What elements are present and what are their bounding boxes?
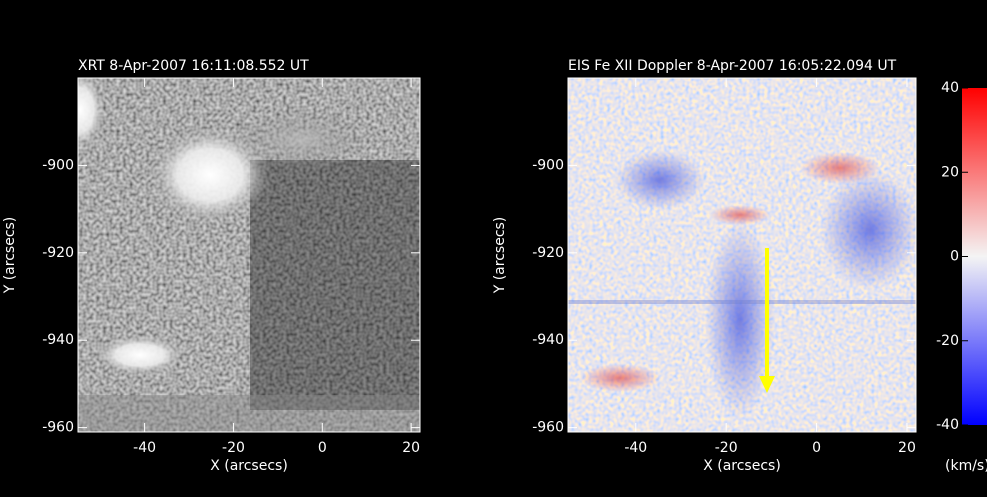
x-tick-label: 20 [898,440,916,456]
x-tick-label: 0 [318,440,327,456]
x-tick-label: 20 [402,440,420,456]
y-tick-label: -940 [532,332,564,348]
colorbar-tick-label: 0 [950,249,959,265]
y-tick-label: -960 [42,420,74,436]
y-tick-label: -960 [532,420,564,436]
arrow [759,248,775,393]
y-axis-label: Y (arcsecs) [2,217,18,295]
chart-title: XRT 8-Apr-2007 16:11:08.552 UT [78,58,309,74]
x-tick-label: -20 [715,440,738,456]
colorbar-tick-label: -20 [936,333,959,349]
colorbar-label: (km/s) [945,458,987,474]
x-tick-label: -40 [133,440,156,456]
x-tick-label: -40 [624,440,647,456]
y-axis-label: Y (arcsecs) [492,217,508,295]
x-axis-label: X (arcsecs) [703,458,781,474]
colorbar-tick-label: 20 [941,164,959,180]
y-tick-label: -900 [532,157,564,173]
plot-frame [77,77,421,433]
y-tick-label: -920 [42,245,74,261]
y-tick-label: -940 [42,332,74,348]
x-tick-label: 0 [812,440,821,456]
y-tick-label: -920 [532,245,564,261]
x-tick-label: -20 [222,440,245,456]
y-tick-label: -900 [42,157,74,173]
chart-title: EIS Fe XII Doppler 8-Apr-2007 16:05:22.0… [568,58,897,74]
xrt-image [78,78,420,432]
colorbar-tick-label: -40 [936,417,959,433]
plot-frame [567,77,917,433]
x-axis-label: X (arcsecs) [210,458,288,474]
doppler-image [568,78,916,432]
colorbar-tick-label: 40 [941,80,959,96]
